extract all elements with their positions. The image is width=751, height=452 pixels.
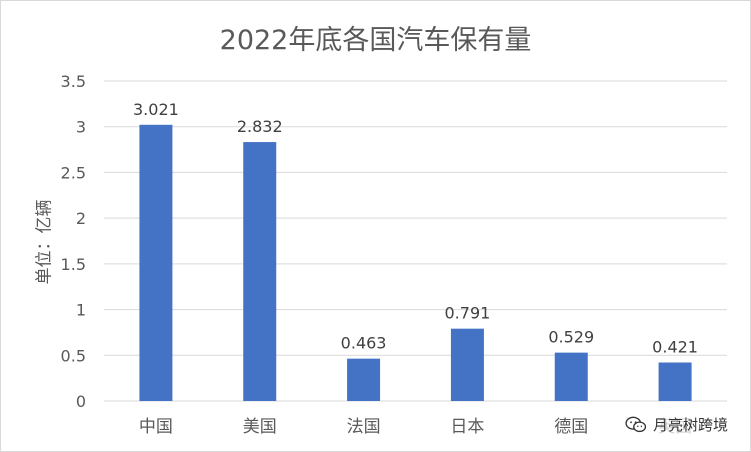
- y-tick-labels: 0 0.5 1 1.5 2 2.5 3 3.5: [61, 72, 86, 411]
- bar-2: [347, 358, 381, 401]
- category-label: 德国: [554, 417, 588, 437]
- data-label: 0.529: [548, 328, 594, 347]
- y-tick-label: 2.5: [61, 163, 86, 182]
- bar-1: [243, 142, 277, 401]
- category-label: 中国: [139, 417, 173, 437]
- category-labels: 中国美国法国日本德国英国: [139, 417, 692, 437]
- data-label: 0.463: [341, 334, 387, 353]
- y-tick-label: 1: [76, 301, 86, 320]
- bar-4: [554, 352, 588, 401]
- bar-0: [139, 124, 173, 402]
- gridlines: [104, 80, 727, 402]
- bar-5: [658, 362, 692, 401]
- bar-3: [450, 328, 484, 401]
- data-label: 2.832: [237, 117, 283, 136]
- category-label: 法国: [347, 417, 381, 437]
- category-label: 美国: [243, 417, 277, 437]
- category-label: 日本: [450, 417, 484, 437]
- y-tick-label: 3: [76, 118, 86, 137]
- bars: [139, 124, 692, 402]
- y-tick-label: 3.5: [61, 72, 86, 91]
- data-label: 3.021: [133, 100, 179, 119]
- y-tick-label: 2: [76, 209, 86, 228]
- wechat-icon: [625, 416, 647, 432]
- data-label: 0.791: [445, 304, 491, 323]
- y-tick-label: 1.5: [61, 255, 86, 274]
- data-label: 0.421: [652, 338, 698, 357]
- chart-title: 2022年底各国汽车保有量: [219, 25, 532, 56]
- watermark: 月亮树跨境: [621, 413, 731, 436]
- y-tick-label: 0: [76, 392, 86, 411]
- watermark-text: 月亮树跨境: [652, 416, 728, 434]
- y-tick-label: 0.5: [61, 346, 86, 365]
- data-labels: 3.021 2.832 0.463 0.791 0.529 0.421: [133, 100, 698, 357]
